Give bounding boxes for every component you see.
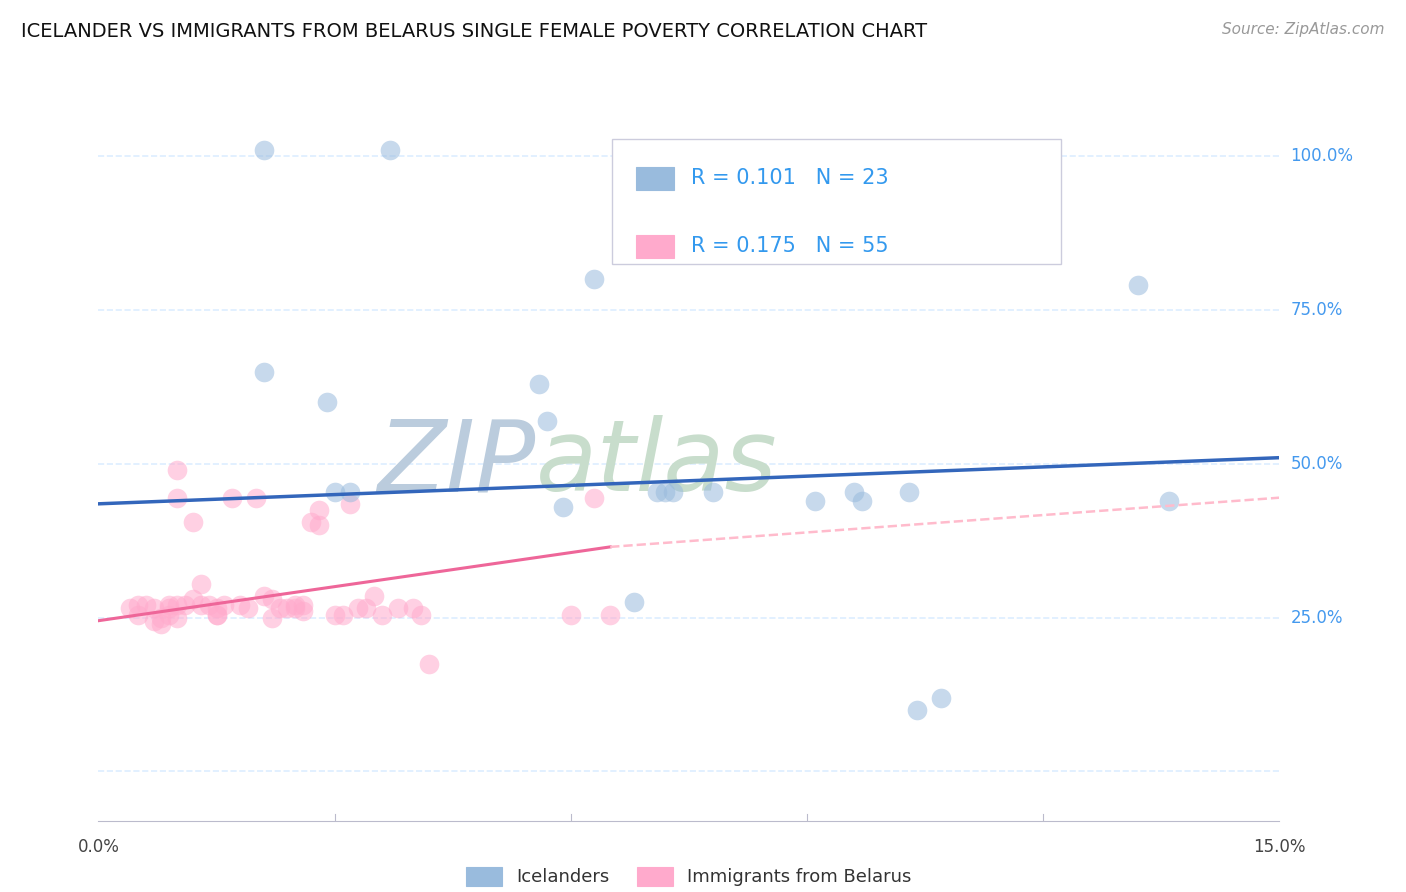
Point <box>245 491 267 505</box>
Point <box>260 592 283 607</box>
Text: 15.0%: 15.0% <box>1253 838 1306 856</box>
Point <box>371 607 394 622</box>
Point <box>623 595 645 609</box>
Point <box>347 601 370 615</box>
Point <box>647 484 669 499</box>
Point <box>308 503 330 517</box>
Point <box>229 599 252 613</box>
Point <box>205 607 228 622</box>
Point <box>181 592 204 607</box>
Text: 100.0%: 100.0% <box>1291 147 1354 165</box>
Point <box>551 500 574 514</box>
Point <box>205 601 228 615</box>
Point <box>142 614 165 628</box>
Point <box>662 484 685 499</box>
Text: 25.0%: 25.0% <box>1291 608 1343 627</box>
Point <box>174 599 197 613</box>
Point <box>253 143 276 157</box>
Point <box>253 365 276 379</box>
Point <box>418 657 440 671</box>
Point <box>127 607 149 622</box>
Point <box>221 491 243 505</box>
Point <box>354 601 377 615</box>
Point <box>654 484 676 499</box>
Point <box>166 491 188 505</box>
Point <box>905 703 928 717</box>
Point <box>150 616 173 631</box>
Point <box>150 610 173 624</box>
Point <box>323 484 346 499</box>
Point <box>236 601 259 615</box>
Point <box>284 599 307 613</box>
Point <box>529 376 551 391</box>
Point <box>702 484 724 499</box>
Point <box>205 607 228 622</box>
Text: R = 0.101   N = 23: R = 0.101 N = 23 <box>692 169 889 188</box>
Text: 50.0%: 50.0% <box>1291 455 1343 473</box>
Text: atlas: atlas <box>536 416 778 512</box>
Point <box>299 516 322 530</box>
Point <box>583 272 606 286</box>
Point <box>157 599 180 613</box>
Point <box>315 395 337 409</box>
Text: ICELANDER VS IMMIGRANTS FROM BELARUS SINGLE FEMALE POVERTY CORRELATION CHART: ICELANDER VS IMMIGRANTS FROM BELARUS SIN… <box>21 22 927 41</box>
Point <box>284 601 307 615</box>
Point <box>142 601 165 615</box>
FancyBboxPatch shape <box>636 235 673 258</box>
Point <box>1159 493 1181 508</box>
Point <box>339 497 361 511</box>
Point <box>387 601 409 615</box>
Text: 75.0%: 75.0% <box>1291 301 1343 319</box>
Point <box>157 601 180 615</box>
Text: ZIP: ZIP <box>377 416 536 512</box>
Point <box>253 589 276 603</box>
Point <box>339 484 361 499</box>
Point <box>844 484 866 499</box>
FancyBboxPatch shape <box>612 139 1062 264</box>
Point <box>260 610 283 624</box>
Point <box>402 601 425 615</box>
Point <box>560 607 582 622</box>
FancyBboxPatch shape <box>636 167 673 190</box>
Point <box>197 599 219 613</box>
Point <box>135 599 157 613</box>
Point <box>118 601 141 615</box>
Point <box>411 607 433 622</box>
Point <box>269 601 291 615</box>
Point <box>127 599 149 613</box>
Point <box>804 493 827 508</box>
Point <box>181 516 204 530</box>
Legend: Icelanders, Immigrants from Belarus: Icelanders, Immigrants from Belarus <box>458 860 920 892</box>
Point <box>276 601 298 615</box>
Point <box>1126 278 1149 293</box>
Point <box>166 610 188 624</box>
Text: Source: ZipAtlas.com: Source: ZipAtlas.com <box>1222 22 1385 37</box>
Point <box>536 414 558 428</box>
Point <box>166 463 188 477</box>
Point <box>929 690 952 705</box>
Point <box>190 576 212 591</box>
Point <box>323 607 346 622</box>
Point <box>378 143 401 157</box>
Point <box>166 599 188 613</box>
Point <box>583 491 606 505</box>
Point <box>851 493 873 508</box>
Point <box>332 607 354 622</box>
Point <box>363 589 385 603</box>
Point <box>599 607 621 622</box>
Point <box>292 605 315 619</box>
Point <box>190 599 212 613</box>
Point <box>308 518 330 533</box>
Point <box>292 599 315 613</box>
Point <box>157 607 180 622</box>
Point <box>214 599 236 613</box>
Point <box>898 484 921 499</box>
Text: 0.0%: 0.0% <box>77 838 120 856</box>
Text: R = 0.175   N = 55: R = 0.175 N = 55 <box>692 236 889 256</box>
